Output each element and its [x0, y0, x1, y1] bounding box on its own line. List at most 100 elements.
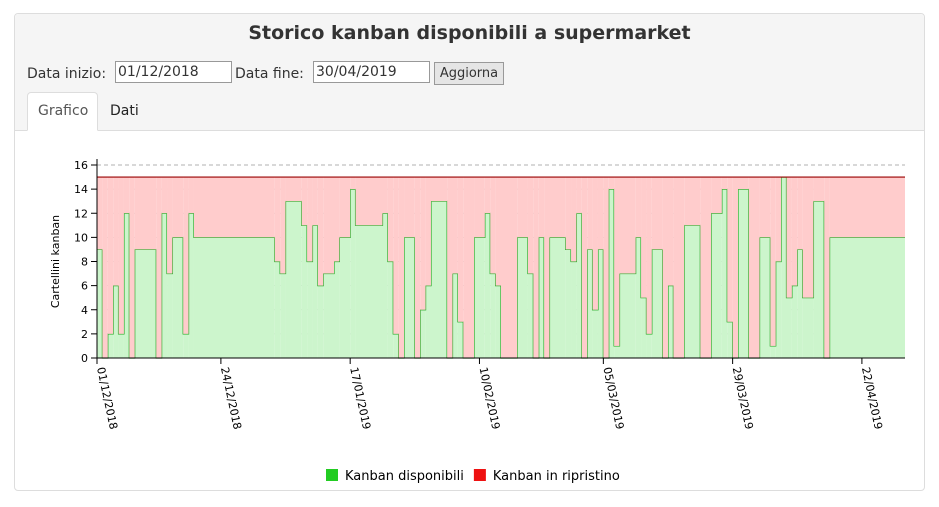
area-step — [285, 177, 302, 202]
area-step — [425, 177, 431, 286]
page-title: Storico kanban disponibili a supermarket — [248, 22, 691, 44]
area-step — [738, 189, 749, 358]
area-step — [802, 177, 814, 298]
area-step — [129, 177, 135, 358]
area-step — [355, 177, 383, 226]
area-step — [430, 201, 448, 358]
area-step — [339, 237, 351, 358]
area-step — [565, 177, 572, 250]
x-tick-label: 01/12/2018 — [94, 366, 120, 431]
area-step — [775, 177, 782, 262]
area-step — [549, 177, 566, 238]
area-step — [684, 177, 701, 226]
area-step — [538, 237, 545, 358]
area-step — [280, 177, 286, 274]
area-step — [193, 237, 275, 358]
area-step — [188, 177, 194, 214]
update-button[interactable]: Aggiorna — [434, 62, 504, 85]
area-step — [350, 189, 356, 358]
area-step — [549, 237, 566, 358]
y-axis-label: Cartellini kanban — [49, 215, 62, 308]
area-step — [425, 285, 431, 358]
area-step — [113, 177, 119, 286]
area-step — [355, 225, 383, 358]
area-step — [323, 177, 335, 274]
area-step — [123, 213, 130, 358]
area-step — [393, 177, 399, 334]
y-tick-label: 2 — [81, 328, 88, 341]
area-step — [571, 177, 577, 262]
area-step — [312, 177, 318, 226]
area-step — [565, 249, 572, 358]
area-step — [592, 177, 598, 310]
area-step — [781, 177, 787, 358]
area-step — [414, 177, 421, 358]
area-step — [603, 177, 609, 358]
area-step — [797, 249, 803, 358]
area-step — [619, 177, 636, 274]
area-step — [113, 285, 119, 358]
tab[interactable]: Dati — [110, 103, 139, 119]
y-tick-label: 6 — [81, 280, 88, 293]
area-step — [430, 177, 448, 202]
area-step — [721, 189, 728, 358]
area-step — [797, 177, 803, 250]
area-step — [829, 237, 905, 358]
area-step — [732, 177, 739, 358]
area-step — [641, 177, 647, 298]
area-step — [544, 177, 550, 358]
area-step — [791, 177, 798, 286]
area-step — [829, 177, 905, 238]
area-step — [193, 177, 275, 238]
area-step — [274, 261, 281, 358]
area-step — [646, 177, 652, 334]
legend-swatch — [326, 469, 338, 481]
area-step — [592, 309, 598, 358]
area-step — [490, 273, 496, 358]
y-tick-label: 10 — [74, 231, 88, 244]
area-step — [167, 273, 173, 358]
area-step — [457, 177, 464, 322]
area-step — [307, 261, 313, 358]
area-step — [382, 213, 388, 358]
x-tick-label: 10/02/2019 — [477, 366, 503, 431]
area-step — [420, 177, 426, 310]
area-step — [123, 177, 130, 214]
area-step — [457, 321, 464, 358]
area-step — [301, 177, 308, 226]
start-date-input[interactable] — [115, 61, 232, 83]
area-step — [118, 333, 124, 358]
area-step — [484, 177, 491, 214]
area-step — [490, 177, 496, 274]
area-step — [382, 177, 388, 214]
area-step — [301, 225, 308, 358]
area-step — [791, 285, 798, 358]
area-step — [775, 261, 782, 358]
tab-active[interactable]: Grafico — [27, 92, 98, 131]
area-step — [312, 225, 318, 358]
area-step — [581, 177, 588, 358]
area-step — [576, 177, 582, 214]
area-step — [802, 297, 814, 358]
area-step — [167, 177, 173, 274]
area-step — [134, 177, 157, 250]
area-step — [673, 177, 685, 358]
end-date-input[interactable] — [313, 61, 430, 83]
area-step — [501, 177, 518, 358]
area-step — [813, 201, 825, 358]
area-step — [323, 273, 335, 358]
area-step — [387, 261, 394, 358]
area-step — [334, 261, 340, 358]
y-tick-label: 0 — [81, 352, 88, 365]
end-label: Data fine: — [235, 66, 304, 82]
area-step — [307, 177, 313, 262]
area-step — [280, 273, 286, 358]
area-step — [452, 273, 458, 358]
area-step — [463, 177, 475, 358]
area-step — [748, 177, 760, 358]
x-tick-label: 24/12/2018 — [218, 366, 244, 431]
area-step — [651, 177, 663, 250]
area-step — [484, 213, 491, 358]
area-step — [183, 333, 189, 358]
